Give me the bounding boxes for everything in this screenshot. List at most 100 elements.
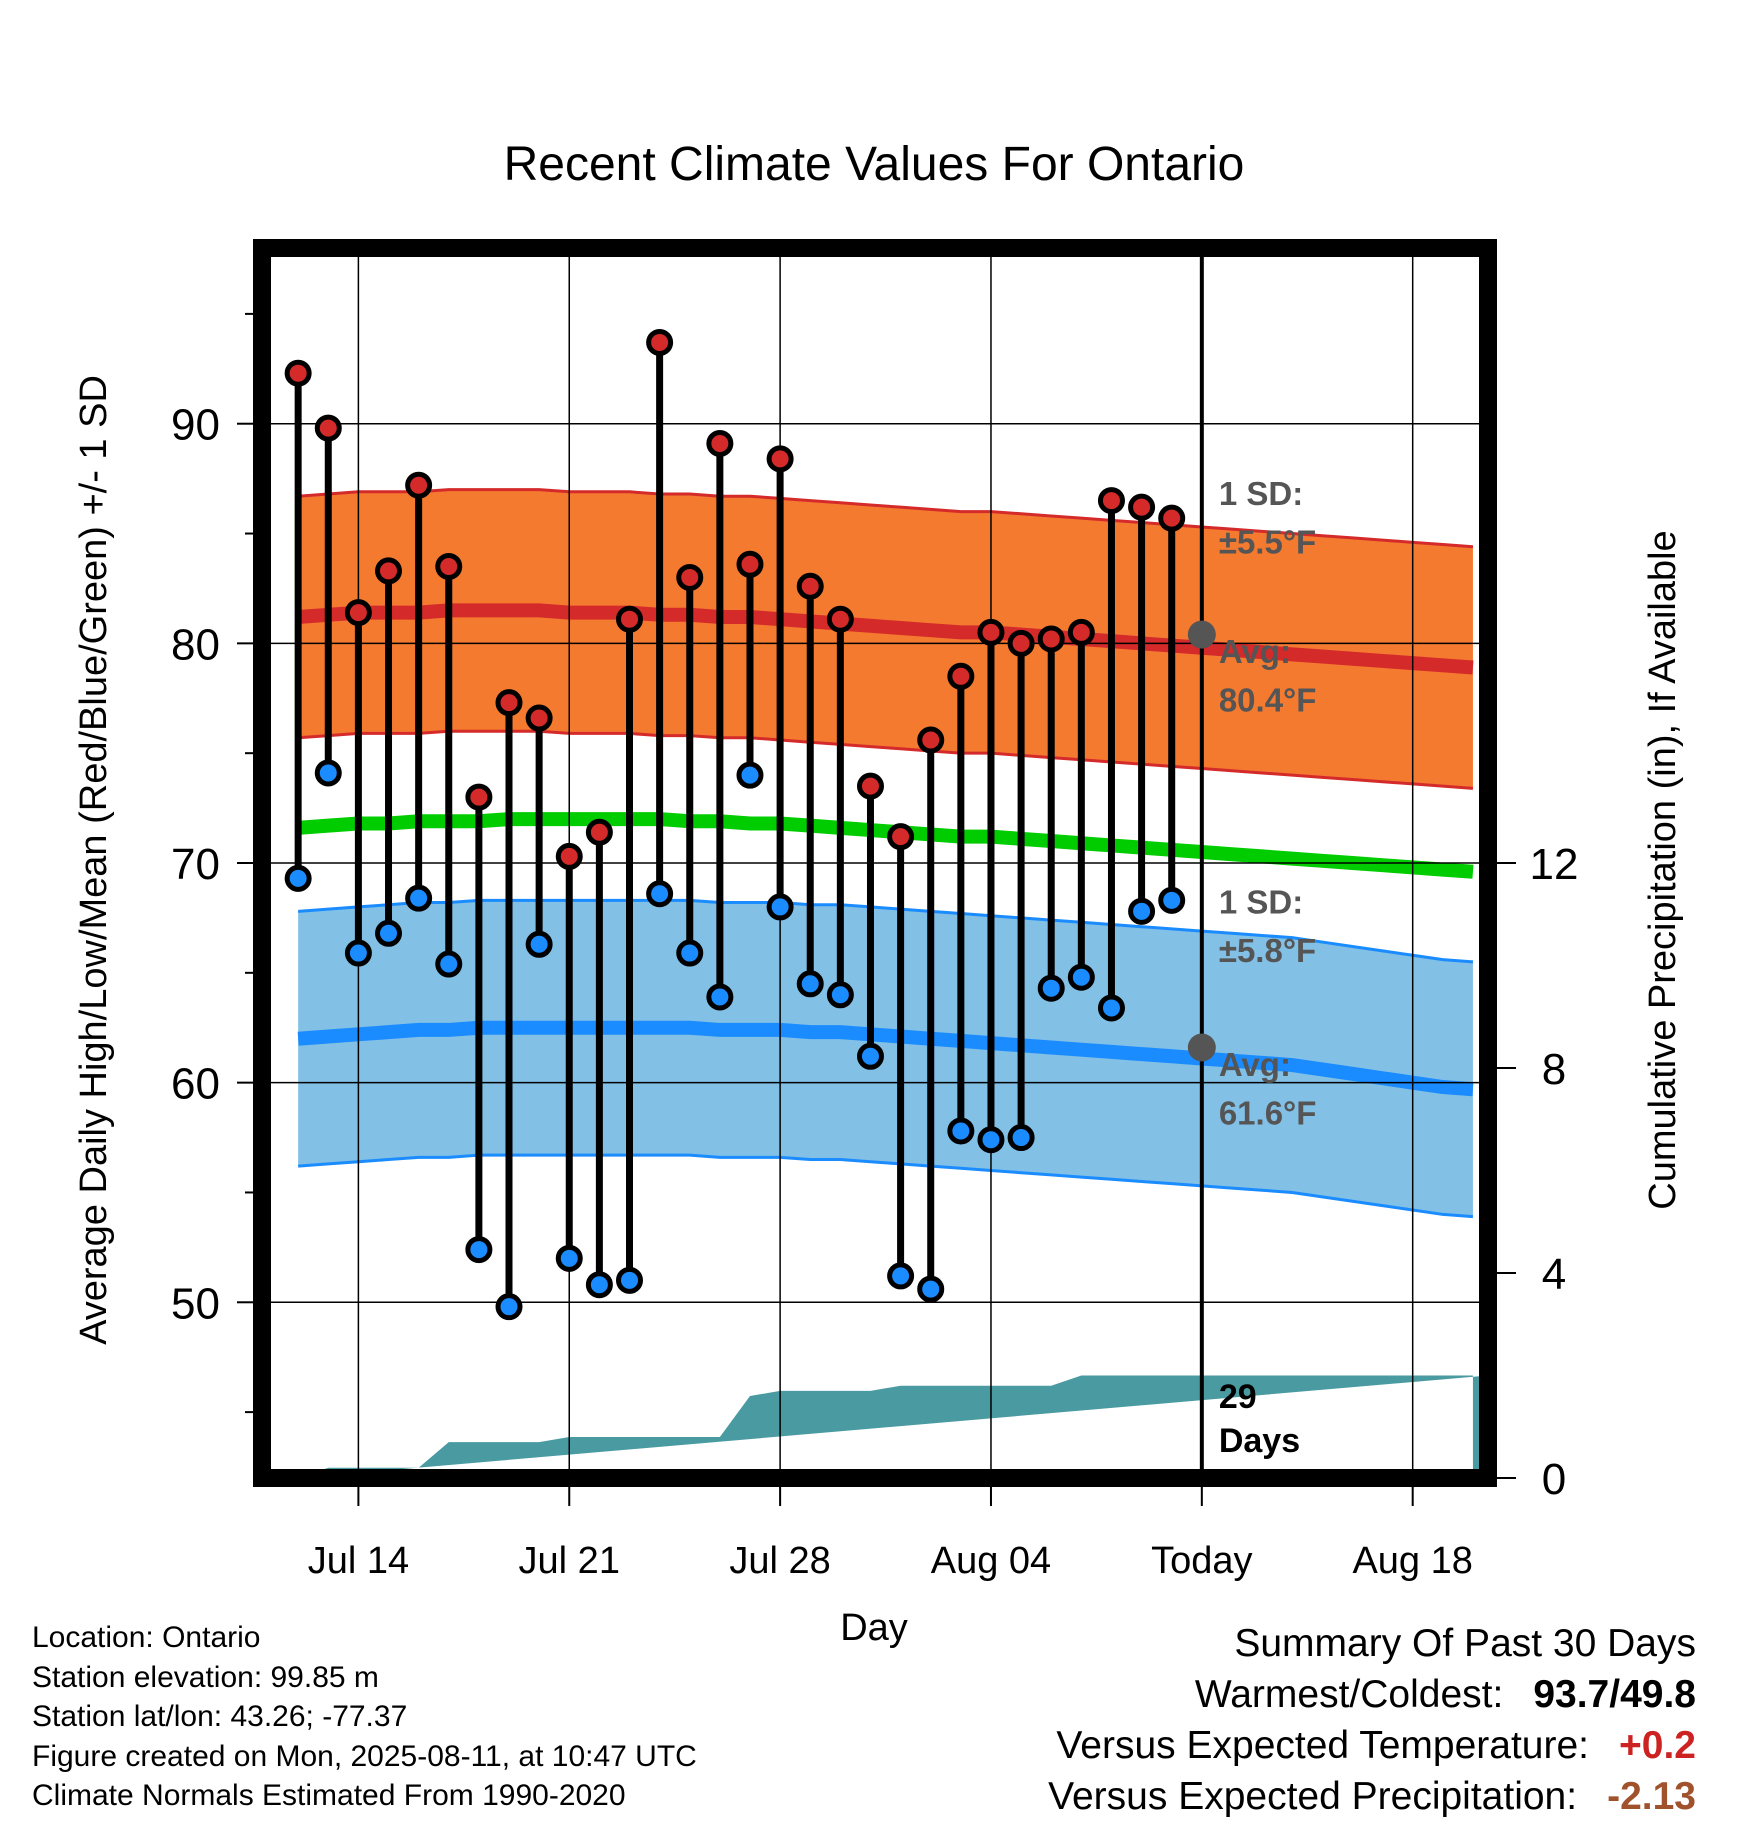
low-sd-band-upper-edge — [298, 898, 1474, 964]
summary-panel: Summary Of Past 30 Days Warmest/Coldest:… — [1048, 1618, 1696, 1822]
daily-low-point — [977, 1126, 1005, 1154]
chart-title: Recent Climate Values For Ontario — [504, 138, 1245, 191]
temp-vs-expected-label: Versus Expected Temperature: — [1056, 1724, 1589, 1767]
daily-high-point — [856, 772, 884, 800]
daily-low-point — [856, 1042, 884, 1070]
normal-mean-line — [297, 812, 1474, 879]
daily-low-point — [314, 759, 342, 787]
daily-high-point — [1097, 487, 1125, 515]
daily-high-point — [826, 605, 854, 633]
precip-area — [298, 1375, 1488, 1478]
x-axis-label: Day — [840, 1607, 908, 1649]
precip-vs-expected-value: -2.13 — [1607, 1775, 1696, 1818]
summary-precip-row: Versus Expected Precipitation: -2.13 — [1048, 1771, 1696, 1822]
low-sd-band — [298, 900, 1473, 1217]
daily-low-point — [796, 970, 824, 998]
y-axis-right-label: Cumulative Precipitation (in), If Availa… — [1642, 530, 1684, 1209]
warm-cold-value: 93.7/49.8 — [1533, 1673, 1696, 1716]
y-axis-left-label: Average Daily High/Low/Mean (Red/Blue/Gr… — [73, 375, 115, 1345]
daily-low-point — [947, 1117, 975, 1145]
plot-content — [262, 248, 1488, 1478]
y-right-tick-label: 12 — [1530, 840, 1579, 889]
daily-low-point — [1097, 994, 1125, 1022]
daily-high-point — [1158, 504, 1186, 532]
high-sd-band-upper-edge — [298, 488, 1474, 549]
x-tick-label: Jul 14 — [308, 1540, 409, 1582]
high-sd-band — [298, 489, 1473, 789]
daily-high-point — [615, 605, 643, 633]
daily-low-point — [1158, 886, 1186, 914]
y-left-tick-label: 80 — [171, 620, 220, 669]
daily-high-point — [977, 618, 1005, 646]
y-right-tick-label: 4 — [1542, 1250, 1566, 1299]
elevation-text: Station elevation: 99.85 m — [32, 1660, 379, 1694]
daily-low-point — [766, 893, 794, 921]
daily-high-point — [917, 726, 945, 754]
high-sd-label: 1 SD: — [1219, 475, 1303, 512]
daily-low-point — [917, 1275, 945, 1303]
y-right-tick-label: 8 — [1542, 1045, 1566, 1094]
y-left-tick-label: 70 — [171, 840, 220, 889]
days-count-label: 29 — [1219, 1378, 1257, 1416]
summary-title: Summary Of Past 30 Days — [1234, 1622, 1696, 1665]
x-tick-label: Today — [1151, 1540, 1252, 1582]
daily-low-point — [375, 919, 403, 947]
latlon-text: Station lat/lon: 43.26; -77.37 — [32, 1700, 408, 1733]
daily-high-point — [284, 359, 312, 387]
daily-low-point — [706, 983, 734, 1011]
daily-low-point — [887, 1262, 915, 1290]
x-tick-label: Aug 04 — [931, 1540, 1051, 1582]
high-sd-band-lower-edge — [298, 729, 1474, 790]
daily-low-point — [585, 1271, 613, 1299]
precip-vs-expected-label: Versus Expected Precipitation: — [1048, 1775, 1578, 1818]
high-avg-value: 80.4°F — [1219, 681, 1317, 718]
daily-high-point — [706, 429, 734, 457]
daily-low-point — [615, 1266, 643, 1294]
daily-high-point — [555, 842, 583, 870]
temp-vs-expected-value: +0.2 — [1619, 1724, 1696, 1767]
daily-high-point — [887, 823, 915, 851]
y-left-tick-label: 60 — [171, 1060, 220, 1109]
daily-high-point — [495, 689, 523, 717]
daily-high-point — [405, 471, 433, 499]
normal-low-line — [297, 1020, 1474, 1097]
plot-frame — [253, 239, 1497, 1487]
daily-high-point — [947, 662, 975, 690]
daily-high-point — [796, 572, 824, 600]
daily-low-point — [465, 1236, 493, 1264]
today-high-avg-dot — [1187, 620, 1216, 649]
daily-high-point — [676, 563, 704, 591]
y-left-tick-label: 90 — [171, 401, 220, 450]
daily-high-point — [766, 445, 794, 473]
daily-low-point — [1007, 1124, 1035, 1152]
daily-high-point — [1007, 629, 1035, 657]
warm-cold-label: Warmest/Coldest: — [1194, 1673, 1504, 1716]
daily-high-point — [1128, 493, 1156, 521]
high-avg-label: Avg: — [1219, 633, 1291, 670]
days-word-label: Days — [1219, 1422, 1300, 1460]
daily-low-point — [525, 930, 553, 958]
daily-low-point — [1067, 963, 1095, 991]
daily-high-point — [736, 550, 764, 578]
x-tick-label: Jul 28 — [729, 1540, 830, 1582]
daily-low-point — [495, 1293, 523, 1321]
daily-high-point — [585, 818, 613, 846]
y-right-tick-label: 0 — [1542, 1455, 1566, 1504]
plot-area: 1 SD: ±5.5°F Avg: 80.4°F 1 SD: ±5.8°F Avg: 61.6… — [171, 239, 1579, 1582]
x-tick-label: Aug 18 — [1352, 1540, 1472, 1582]
daily-low-point — [1128, 897, 1156, 925]
daily-low-point — [435, 950, 463, 978]
daily-low-point — [284, 864, 312, 892]
daily-high-point — [314, 414, 342, 442]
created-text: Figure created on Mon, 2025-08-11, at 10… — [32, 1739, 697, 1773]
daily-low-point — [405, 884, 433, 912]
summary-temp-row: Versus Expected Temperature: +0.2 — [1048, 1720, 1696, 1771]
daily-low-point — [344, 939, 372, 967]
low-sd-label: 1 SD: — [1219, 884, 1303, 921]
low-sd-band-lower-edge — [298, 1153, 1474, 1219]
daily-low-point — [736, 761, 764, 789]
high-sd-value: ±5.5°F — [1219, 523, 1316, 560]
daily-low-point — [826, 981, 854, 1009]
daily-high-point — [375, 557, 403, 585]
daily-high-point — [1037, 625, 1065, 653]
